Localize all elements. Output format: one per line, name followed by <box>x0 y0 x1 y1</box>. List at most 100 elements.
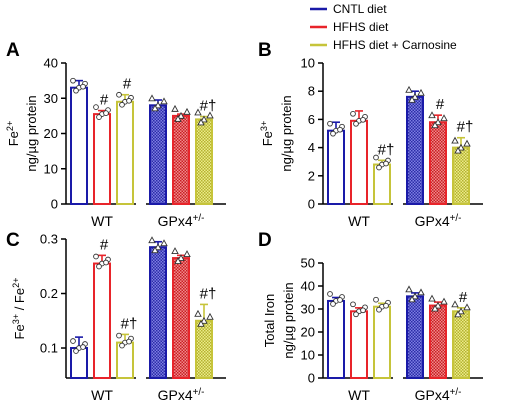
data-point <box>353 311 359 318</box>
significance-annotation: # <box>123 76 132 93</box>
x-category-label: GPx4+/- <box>158 387 205 404</box>
data-point <box>454 146 462 154</box>
data-point <box>408 295 416 303</box>
bar-hfhs-diet-wt <box>93 262 111 380</box>
x-category-label: GPx4+/- <box>158 213 205 230</box>
data-point <box>411 92 419 100</box>
legend-label-carnosine: HFHS diet + Carnosine <box>333 38 457 52</box>
data-point <box>440 114 448 122</box>
bar-hfhs-diet-gpx4 <box>172 114 190 205</box>
data-point <box>126 338 132 345</box>
y-axis-label: ng/µg protein <box>279 95 294 171</box>
data-point <box>327 120 333 127</box>
x-category-label: WT <box>348 213 370 229</box>
y-tick-label: 4 <box>308 140 315 155</box>
data-point <box>96 263 102 270</box>
data-point <box>177 254 185 262</box>
data-point <box>154 101 162 109</box>
bar-hfhs-diet-carnosine-gpx4 <box>452 310 470 379</box>
data-point <box>206 111 214 119</box>
x-category-label: GPx4+/- <box>415 213 462 230</box>
data-point <box>197 319 205 327</box>
legend: CNTL diet HFHS diet HFHS diet + Carnosin… <box>310 2 457 52</box>
data-point <box>73 348 79 354</box>
data-point <box>70 77 76 84</box>
data-point <box>457 307 465 315</box>
data-point <box>463 303 471 311</box>
bar-cntl-diet-gpx4 <box>149 246 167 379</box>
y-tick-label: 30 <box>301 302 315 317</box>
y-axis-label: ng/µg protein <box>281 282 296 358</box>
data-point <box>160 97 168 105</box>
bar-hfhs-diet-carnosine-wt <box>373 163 391 206</box>
data-point <box>119 342 125 349</box>
data-point <box>451 136 459 144</box>
bar-hfhs-diet-carnosine-wt <box>116 341 134 380</box>
data-point <box>428 294 436 302</box>
data-point <box>451 300 459 308</box>
significance-annotation: #† <box>200 98 217 115</box>
x-category-label: WT <box>91 387 113 403</box>
data-point <box>376 306 382 313</box>
data-point <box>463 139 471 147</box>
data-point <box>154 243 162 251</box>
y-tick-label: 0 <box>51 197 58 212</box>
bar-hfhs-diet-carnosine-wt <box>373 305 391 380</box>
y-axis-label: Fe3+ / Fe2+ <box>11 278 27 340</box>
data-point <box>206 312 214 320</box>
data-point <box>160 239 168 247</box>
bar-cntl-diet-wt <box>70 347 88 380</box>
panel-letter-b: B <box>258 40 272 61</box>
data-point <box>373 154 379 161</box>
data-point <box>431 304 439 312</box>
data-point <box>197 118 205 126</box>
y-axis-label: Fe2+ <box>5 121 21 147</box>
panel-letter-c: C <box>6 230 20 251</box>
x-category-label: WT <box>348 387 370 403</box>
bar-cntl-diet-gpx4 <box>149 104 167 205</box>
y-tick-label: 10 <box>301 348 315 363</box>
data-point <box>337 126 343 133</box>
panel-letter-a: A <box>6 40 20 61</box>
data-point <box>151 246 159 254</box>
y-tick-label: 6 <box>308 112 315 127</box>
legend-label-cntl: CNTL diet <box>333 2 387 16</box>
data-point <box>73 87 79 94</box>
data-point <box>383 160 389 167</box>
bar-hfhs-diet-wt <box>93 113 111 205</box>
bar-cntl-diet-wt <box>327 299 345 380</box>
data-point <box>417 88 425 96</box>
y-tick-label: 40 <box>44 56 58 71</box>
bar-hfhs-diet-carnosine-gpx4 <box>452 146 470 206</box>
data-point <box>126 97 132 104</box>
data-point <box>454 310 462 318</box>
y-tick-label: 0 <box>308 197 315 212</box>
data-point <box>151 104 159 112</box>
y-tick-label: 50 <box>301 256 315 271</box>
bar-cntl-diet-wt <box>327 129 345 205</box>
data-point <box>80 344 86 350</box>
bar-hfhs-diet-carnosine-gpx4 <box>195 319 213 380</box>
data-point <box>431 121 439 129</box>
panel-d: 0 10 20 30 40 50 Total Iron ng/µg protein WT # GPx… <box>262 256 483 403</box>
data-point <box>194 108 202 116</box>
data-point <box>116 332 122 339</box>
bar-cntl-diet-wt <box>70 86 88 205</box>
data-point <box>200 115 208 123</box>
data-point <box>183 250 191 258</box>
bar-hfhs-diet-carnosine-wt <box>116 100 134 205</box>
y-tick-label: 0 <box>308 371 315 386</box>
data-point <box>428 111 436 119</box>
significance-annotation: #† <box>121 315 138 332</box>
y-axis-label: ng/µg protein <box>24 95 39 171</box>
data-point <box>373 296 379 303</box>
y-tick-label: 2 <box>308 168 315 183</box>
data-point <box>405 285 413 293</box>
bar-hfhs-diet-gpx4 <box>172 257 190 379</box>
significance-annotation: #† <box>378 141 395 158</box>
data-point <box>177 111 185 119</box>
data-point <box>434 118 442 126</box>
significance-annotation: # <box>459 289 468 306</box>
y-tick-label: 40 <box>301 279 315 294</box>
